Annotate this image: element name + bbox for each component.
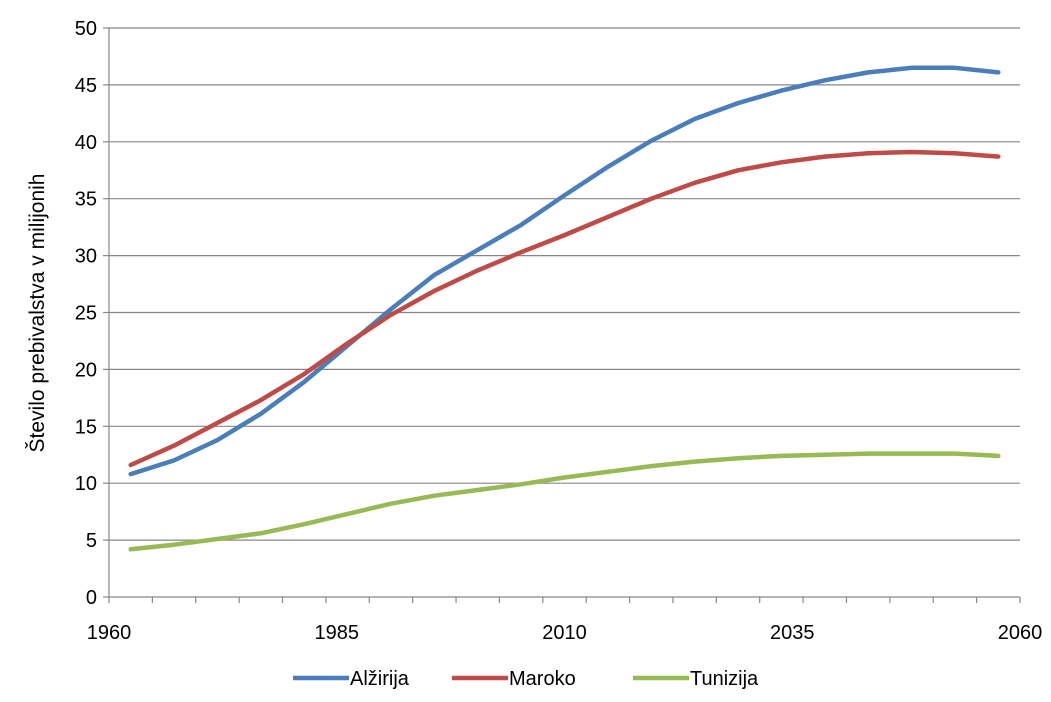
y-tick-label: 10: [75, 473, 97, 495]
series-lines: [128, 65, 1001, 552]
series-line-1: [128, 65, 1001, 477]
legend: Alžirija Maroko Tunizija: [293, 668, 759, 690]
legend-label: Maroko: [509, 668, 576, 690]
y-tick-label: 20: [75, 359, 97, 381]
y-tick-label: 30: [75, 246, 97, 268]
y-tick-label: 25: [75, 303, 97, 325]
y-tick-label: 35: [75, 189, 97, 211]
gridlines: [109, 27, 1020, 541]
y-tick-label: 5: [86, 530, 97, 552]
legend-label: Tunizija: [690, 668, 759, 690]
y-tick-label: 45: [75, 75, 97, 97]
y-tick-label: 40: [75, 132, 97, 154]
x-tick-label: 1985: [315, 622, 360, 644]
series-line-2: [128, 149, 1001, 468]
y-tick-label: 0: [86, 587, 97, 609]
y-tick-label: 15: [75, 416, 97, 438]
x-tick-label: 2060: [998, 622, 1043, 644]
y-tick-label: 50: [75, 18, 97, 40]
series-line-3: [128, 451, 1001, 552]
x-tick-label: 2035: [770, 622, 815, 644]
axes: [103, 27, 1021, 603]
legend-label: Alžirija: [350, 668, 410, 690]
y-axis-title: Število prebivalstva v milijonih: [26, 174, 49, 453]
y-tick-labels: 0 5 10 15 20 25 30 35 40 45 50: [75, 18, 97, 609]
x-tick-labels: 1960 1985 2010 2035 2060: [87, 622, 1043, 644]
x-tick-label: 1960: [87, 622, 132, 644]
x-tick-label: 2010: [542, 622, 587, 644]
